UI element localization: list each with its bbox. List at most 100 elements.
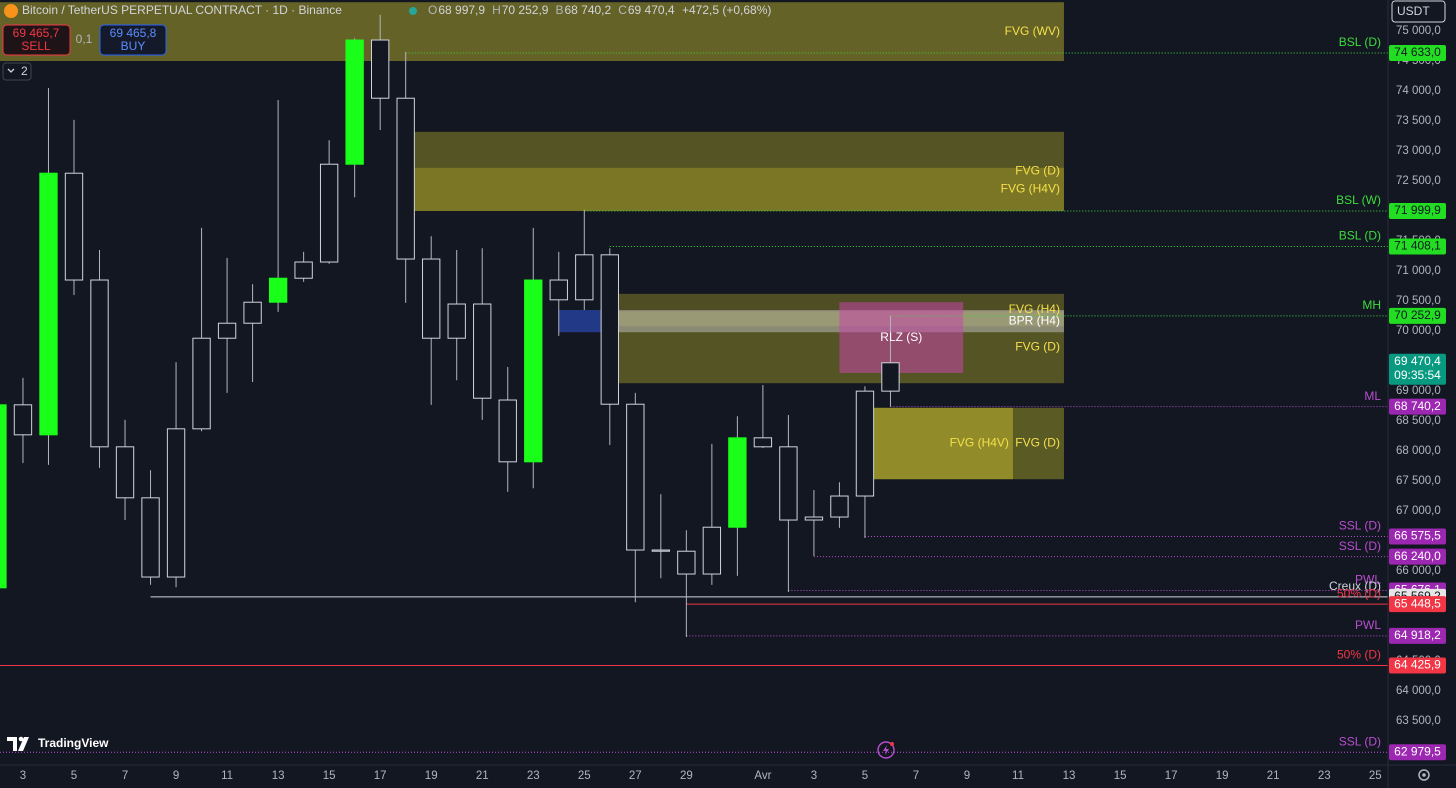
alert-icon[interactable] xyxy=(877,741,895,759)
ohlc-value: 68 740,2 xyxy=(564,3,611,17)
level-label: PWL xyxy=(1355,573,1381,587)
candle-body xyxy=(192,337,211,430)
zone-label: FVG (H4) xyxy=(1009,302,1060,316)
candle-body xyxy=(575,254,594,301)
zone-label: RLZ (S) xyxy=(880,330,922,344)
trade-panel: 69 465,7 SELL 0,1 69 465,8 BUY 2 xyxy=(2,24,167,81)
candle-body xyxy=(166,428,186,578)
logo-slash xyxy=(18,737,29,751)
price-tag xyxy=(1389,45,1446,62)
price-tag xyxy=(1389,744,1446,761)
price-tag xyxy=(1389,596,1446,613)
indicator-toggle[interactable] xyxy=(2,62,32,81)
sell-button[interactable] xyxy=(2,24,71,56)
zone xyxy=(558,310,610,333)
level-label: Creux (D) xyxy=(1329,579,1381,593)
candle-body xyxy=(728,437,747,528)
y-tick-label: 63 500,0 xyxy=(1396,715,1441,727)
price-tags: 74 633,0 71 999,9 71 408,1 70 252,9 68 740,2… xyxy=(1389,45,1446,761)
zone-label: FVG (H4V) xyxy=(950,436,1009,450)
y-tick-label: 73 000,0 xyxy=(1396,145,1441,157)
brand-logo: TradingView xyxy=(7,736,109,751)
x-tick-label: 19 xyxy=(1216,770,1229,782)
y-tick-label: 66 000,0 xyxy=(1396,565,1441,577)
x-tick-label: 9 xyxy=(964,770,970,782)
candle-body xyxy=(779,446,798,521)
candle-body xyxy=(294,261,313,279)
price-tag-label: 71 999,9 xyxy=(1394,203,1441,217)
candle-body xyxy=(498,399,517,463)
price-tag-label: 70 252,9 xyxy=(1394,308,1441,322)
ohlc: O 68 997,9 H 70 252,9 B 68 740,2 C 69 470,4 xyxy=(428,3,675,17)
change: +472,5 (+0,68%) xyxy=(682,3,771,17)
y-tick-label: 74 000,0 xyxy=(1396,85,1441,97)
ohlc-key: O xyxy=(428,3,437,17)
x-tick-label: 9 xyxy=(173,770,179,782)
x-tick-label: 19 xyxy=(425,770,438,782)
settings-icon[interactable] xyxy=(1418,769,1430,781)
candle-body xyxy=(651,549,671,552)
candle-body xyxy=(626,403,645,551)
candle-body xyxy=(549,279,568,301)
x-tick-label: 17 xyxy=(374,770,387,782)
candle-body xyxy=(677,550,696,575)
candle-body xyxy=(804,516,824,521)
zone-label: FVG (D) xyxy=(1015,164,1060,178)
level-label: SSL (D) xyxy=(1339,519,1381,533)
buy-button[interactable] xyxy=(99,24,167,56)
quantity: 0,1 xyxy=(76,32,93,46)
header: Bitcoin / TetherUS PERPETUAL CONTRACT · … xyxy=(4,3,771,18)
price-tag-label: 65 448,5 xyxy=(1394,596,1441,610)
candle-body xyxy=(217,322,237,339)
symbol-title: Bitcoin / TetherUS PERPETUAL CONTRACT · … xyxy=(22,3,342,17)
currency: USDT xyxy=(1397,4,1430,18)
level-label: MH xyxy=(1362,298,1381,312)
x-tick-label: 5 xyxy=(862,770,868,782)
currency-box[interactable] xyxy=(1391,0,1446,23)
y-tick-label: 68 000,0 xyxy=(1396,445,1441,457)
candle-body xyxy=(447,303,466,339)
ohlc-value: 70 252,9 xyxy=(502,3,549,17)
zone xyxy=(839,302,964,374)
candle-body xyxy=(702,526,722,575)
candle-body xyxy=(345,39,364,165)
price-tag xyxy=(1389,307,1446,324)
zone-label: FVG (D) xyxy=(1015,339,1060,353)
zone xyxy=(405,167,1064,212)
candle-body xyxy=(396,97,415,260)
candle-body xyxy=(141,497,160,578)
x-tick-label: 13 xyxy=(1063,770,1076,782)
x-tick-label: 15 xyxy=(323,770,336,782)
sell-price: 69 465,7 xyxy=(13,26,60,40)
x-tick-label: 25 xyxy=(578,770,591,782)
zone xyxy=(609,311,1064,384)
level-label: ML xyxy=(1364,389,1381,403)
brand: TradingView xyxy=(38,736,109,750)
btc-icon xyxy=(4,4,18,18)
x-tick-label: 21 xyxy=(1267,770,1280,782)
price-tag-label: 71 408,1 xyxy=(1394,239,1441,253)
price-tag xyxy=(1389,627,1446,644)
candle-body xyxy=(319,163,339,263)
candle-body xyxy=(268,277,288,303)
y-tick-label: 64 000,0 xyxy=(1396,685,1441,697)
price-tag xyxy=(1389,203,1446,220)
level-label: SSL (D) xyxy=(1339,734,1381,748)
zone-label: FVG (WV) xyxy=(1005,24,1060,38)
candle-body xyxy=(370,39,390,99)
x-tick-label: 11 xyxy=(1012,770,1024,782)
logo-mark xyxy=(7,737,17,751)
ohlc-key: H xyxy=(492,3,501,17)
y-tick-label: 73 500,0 xyxy=(1396,115,1441,127)
chevron-icon xyxy=(7,68,15,73)
zone-label: BPR (H4) xyxy=(1009,313,1060,327)
countdown: 09:35:54 xyxy=(1394,368,1441,382)
price-tag-label: 64 425,9 xyxy=(1394,658,1441,672)
candle-body xyxy=(881,362,900,392)
x-tick-label: 5 xyxy=(71,770,77,782)
x-tick-label: 23 xyxy=(527,770,540,782)
y-tick-label: 72 500,0 xyxy=(1396,175,1441,187)
